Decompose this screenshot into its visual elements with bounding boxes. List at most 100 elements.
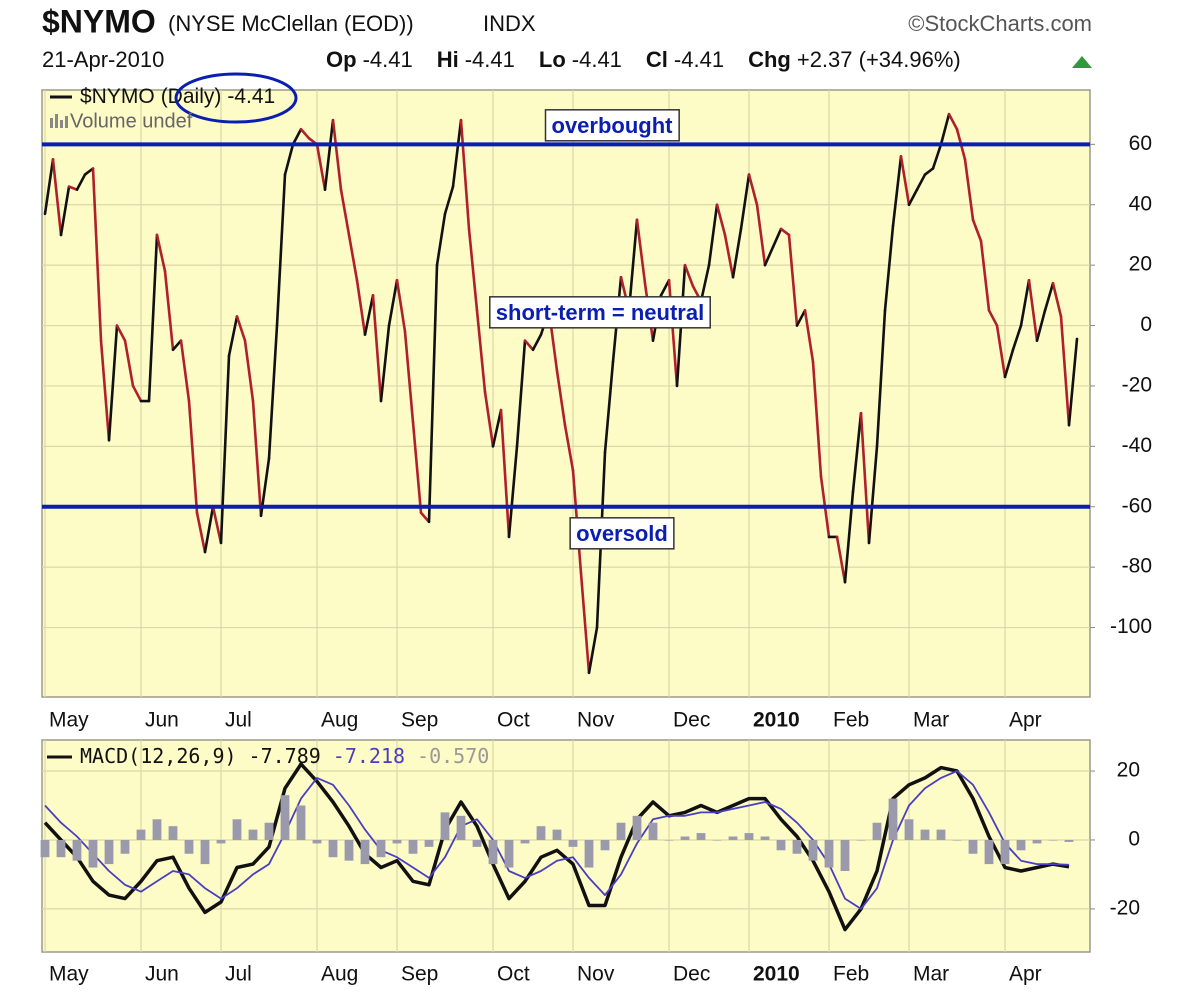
line-segment (883, 224, 895, 312)
histogram-bar (328, 839, 338, 858)
line-segment (67, 185, 79, 191)
line-segment (891, 155, 903, 228)
quote-value: -4.41 (363, 47, 413, 72)
line-segment (939, 112, 951, 146)
line-segment (403, 330, 415, 424)
line-segment (747, 173, 759, 207)
histogram-bar (456, 815, 466, 840)
line-segment (731, 227, 743, 279)
annotation: short-term = neutral (496, 300, 704, 325)
volume-note: Volume undef (70, 110, 193, 132)
x-tick-label: Dec (673, 709, 710, 732)
line-segment (1059, 315, 1071, 427)
line-segment (1067, 337, 1079, 427)
line-segment (947, 112, 959, 131)
x-tick-label: Dec (673, 963, 710, 986)
histogram-bar (232, 819, 242, 840)
line-segment (507, 445, 519, 539)
x-tick-label: Jul (225, 963, 252, 986)
annotation-box (489, 296, 711, 329)
annotation: oversold (576, 521, 668, 546)
line-segment (363, 294, 375, 336)
y-tick-label: -60 (1122, 494, 1152, 517)
line-segment (779, 227, 791, 237)
line-segment (347, 233, 359, 282)
x-tick-label: May (49, 963, 89, 986)
quote-value: -4.41 (465, 47, 515, 72)
histogram-bar (200, 839, 210, 865)
line-segment (803, 309, 815, 364)
line-segment (59, 185, 71, 237)
plot-area (41, 739, 1091, 953)
y-tick-label: -20 (1122, 373, 1152, 396)
line-segment (515, 339, 527, 448)
histogram-bar (1000, 839, 1010, 865)
line-segment (723, 233, 735, 279)
line-segment (243, 339, 255, 403)
histogram-bar (1064, 839, 1074, 842)
x-tick-label: Aug (321, 963, 358, 986)
legend-name: $NYMO (80, 85, 155, 108)
overlay: $NYMO (Daily) -4.41 Volume undef MACD(12,2… (47, 72, 489, 768)
line-segment (963, 158, 975, 222)
exchange: INDX (483, 11, 536, 36)
x-tick-label: Feb (833, 963, 869, 986)
histogram-bar (264, 822, 274, 840)
line-segment (43, 158, 55, 216)
line-segment (195, 511, 207, 554)
symbol: $NYMO (42, 3, 156, 39)
line-segment (587, 626, 599, 675)
x-tick-label: Aug (321, 709, 358, 732)
x-tick-label: Jun (145, 963, 179, 986)
histogram-bar (72, 839, 82, 861)
line-segment (187, 399, 199, 515)
histogram-bar (776, 839, 786, 851)
x-tick-label: May (49, 709, 89, 732)
histogram-bar (744, 833, 754, 840)
histogram-bar (408, 839, 418, 854)
x-tick-label: Jul (225, 709, 252, 732)
line-segment (91, 167, 103, 342)
line-segment (699, 263, 711, 303)
y-tick-label: 20 (1117, 759, 1140, 782)
line-segment (635, 218, 647, 285)
quote-value: -4.41 (572, 47, 622, 72)
line-segment (123, 339, 135, 388)
histogram-bar (360, 839, 370, 865)
line-segment (219, 354, 231, 545)
y-tick-label: 60 (1129, 132, 1152, 155)
line-segment (211, 505, 223, 545)
histogram-bar (696, 833, 706, 840)
histogram-bar (872, 822, 882, 840)
histogram-bar (584, 839, 594, 868)
quote-label: Chg (748, 47, 791, 72)
histogram-bar (168, 826, 178, 840)
line-segment (435, 212, 447, 267)
x-tick-label: Apr (1009, 709, 1042, 732)
line-segment (83, 167, 95, 176)
line-segment (683, 263, 695, 288)
line-segment (459, 118, 471, 231)
volume-icon (50, 114, 68, 128)
line-segment (763, 245, 775, 267)
line-segment (971, 218, 983, 243)
histogram-bar (760, 836, 770, 840)
line-segment (899, 155, 911, 207)
legend-value: -4.41 (227, 85, 275, 108)
x-tick-label: 2010 (753, 963, 800, 986)
series-line (44, 770, 1070, 910)
y-tick-label: 40 (1129, 192, 1152, 215)
date: 21-Apr-2010 (42, 47, 164, 72)
histogram-bar (904, 819, 914, 840)
line-segment (931, 143, 943, 170)
histogram-bar (40, 839, 50, 858)
line-segment (355, 278, 367, 336)
line-segment (339, 188, 351, 237)
annotation-box (544, 109, 680, 142)
change-arrow (1072, 56, 1092, 68)
histogram-bar (936, 829, 946, 840)
histogram-bar (616, 822, 626, 840)
histogram-bar (520, 839, 530, 844)
histogram-bar (248, 829, 258, 840)
line-segment (523, 339, 535, 352)
